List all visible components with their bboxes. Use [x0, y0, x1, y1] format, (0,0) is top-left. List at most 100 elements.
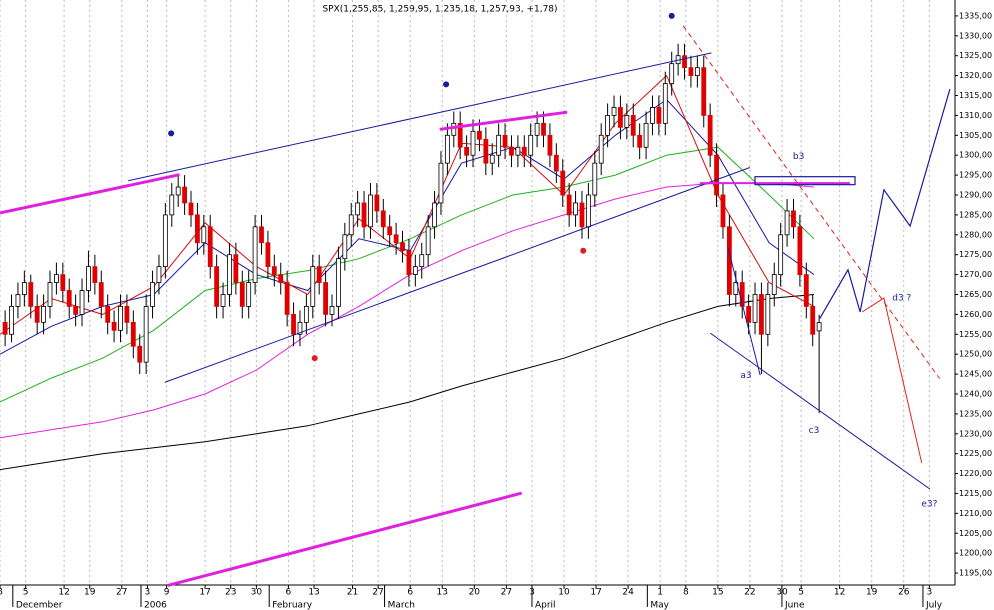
candle-body [124, 306, 130, 323]
x-tick-label: 27 [501, 588, 512, 598]
candle-body [227, 254, 232, 295]
trend-line [727, 247, 761, 376]
wave-label: d3 ? [892, 294, 911, 304]
x-tick-label: 19 [866, 588, 878, 598]
candle-body [438, 162, 444, 204]
candle-body [746, 306, 752, 323]
candle-body [560, 170, 566, 196]
candle-body [21, 282, 27, 295]
candle-body [271, 266, 277, 275]
x-tick-label: 13 [308, 588, 319, 598]
month-label: May [650, 601, 669, 610]
candle-body [630, 115, 636, 136]
x-tick-label: 3 [926, 588, 932, 598]
candle-body [162, 214, 168, 268]
candle-body [425, 226, 431, 256]
candle-body [310, 266, 316, 307]
candle-body [643, 122, 649, 148]
y-tick-label: 1330,00 [959, 31, 992, 40]
x-tick-label: 8 [0, 588, 3, 598]
y-tick-label: 1195,00 [959, 569, 992, 578]
y-tick-label: 1325,00 [959, 51, 992, 60]
candle-body [791, 210, 796, 228]
candle-body [579, 202, 585, 228]
candle-body [726, 226, 732, 295]
candle-body [496, 134, 502, 156]
x-tick-label: 17 [199, 588, 210, 598]
y-tick-label: 1235,00 [959, 409, 992, 418]
candle-body [707, 115, 713, 156]
candle-body [701, 67, 707, 116]
candle-body [169, 194, 175, 216]
y-tick-label: 1280,00 [959, 230, 992, 239]
trend-line [0, 173, 180, 215]
candle-body [118, 306, 123, 331]
candle-body [419, 254, 425, 268]
x-tick-label: 3 [145, 588, 151, 598]
candle-body [585, 194, 591, 228]
candle-body [361, 202, 367, 228]
moving-average [0, 146, 815, 403]
candle-body [515, 146, 521, 156]
candle-body [816, 322, 822, 332]
candle-body [73, 306, 79, 315]
candle-body [547, 134, 553, 156]
candle-body [207, 226, 213, 268]
x-tick-label: 9 [164, 588, 170, 598]
candle-body [733, 282, 739, 295]
candle-body [573, 202, 578, 216]
trend-line [167, 491, 523, 587]
candle-body [9, 306, 14, 335]
month-label: December [16, 601, 63, 610]
candle-body [188, 202, 194, 216]
signal-dot [311, 355, 318, 362]
x-tick-label: 8 [683, 588, 689, 598]
candle-body [355, 202, 361, 216]
candle-body [694, 67, 700, 77]
y-tick-label: 1205,00 [959, 529, 992, 538]
candle-body [810, 306, 816, 335]
candle-body [105, 306, 111, 323]
candle-body [470, 130, 476, 156]
y-tick-label: 1305,00 [959, 131, 992, 140]
candle-body [669, 63, 675, 84]
trend-line [709, 332, 931, 490]
x-tick-label: 27 [372, 588, 383, 598]
month-label: February [272, 601, 313, 610]
x-tick-label: 15 [712, 588, 723, 598]
candle-body [47, 282, 53, 307]
candle-body [265, 242, 271, 268]
wave-label: e3? [921, 499, 937, 509]
y-tick-label: 1210,00 [959, 509, 992, 518]
candle-body [239, 282, 245, 307]
candle-body [329, 306, 335, 315]
trend-line [819, 88, 951, 319]
y-tick-label: 1225,00 [959, 449, 992, 458]
candle-body [323, 282, 328, 315]
candle-body [252, 226, 258, 283]
candle-body [246, 282, 252, 307]
candle-body [130, 321, 136, 347]
candle-body [34, 306, 40, 323]
candle-body [412, 266, 418, 275]
candle-body [393, 234, 399, 244]
x-tick-label: 23 [225, 588, 236, 598]
month-label: July [925, 601, 943, 610]
wave-label: c3 [809, 426, 820, 436]
x-tick-label: 27 [116, 588, 127, 598]
y-tick-label: 1310,00 [959, 111, 992, 120]
candle-body [380, 210, 386, 228]
x-tick-label: 22 [744, 588, 755, 598]
y-tick-label: 1245,00 [959, 370, 992, 379]
x-tick-label: 19 [84, 588, 96, 598]
x-tick-label: 30 [251, 588, 263, 598]
y-tick-label: 1315,00 [959, 91, 992, 100]
x-tick-label: 5 [798, 588, 804, 598]
candle-body [483, 138, 489, 164]
candle-body [553, 154, 559, 172]
candle-body [60, 274, 66, 291]
x-tick-label: 5 [23, 588, 29, 598]
x-tick-label: 20 [469, 588, 481, 598]
month-label: March [388, 601, 415, 610]
